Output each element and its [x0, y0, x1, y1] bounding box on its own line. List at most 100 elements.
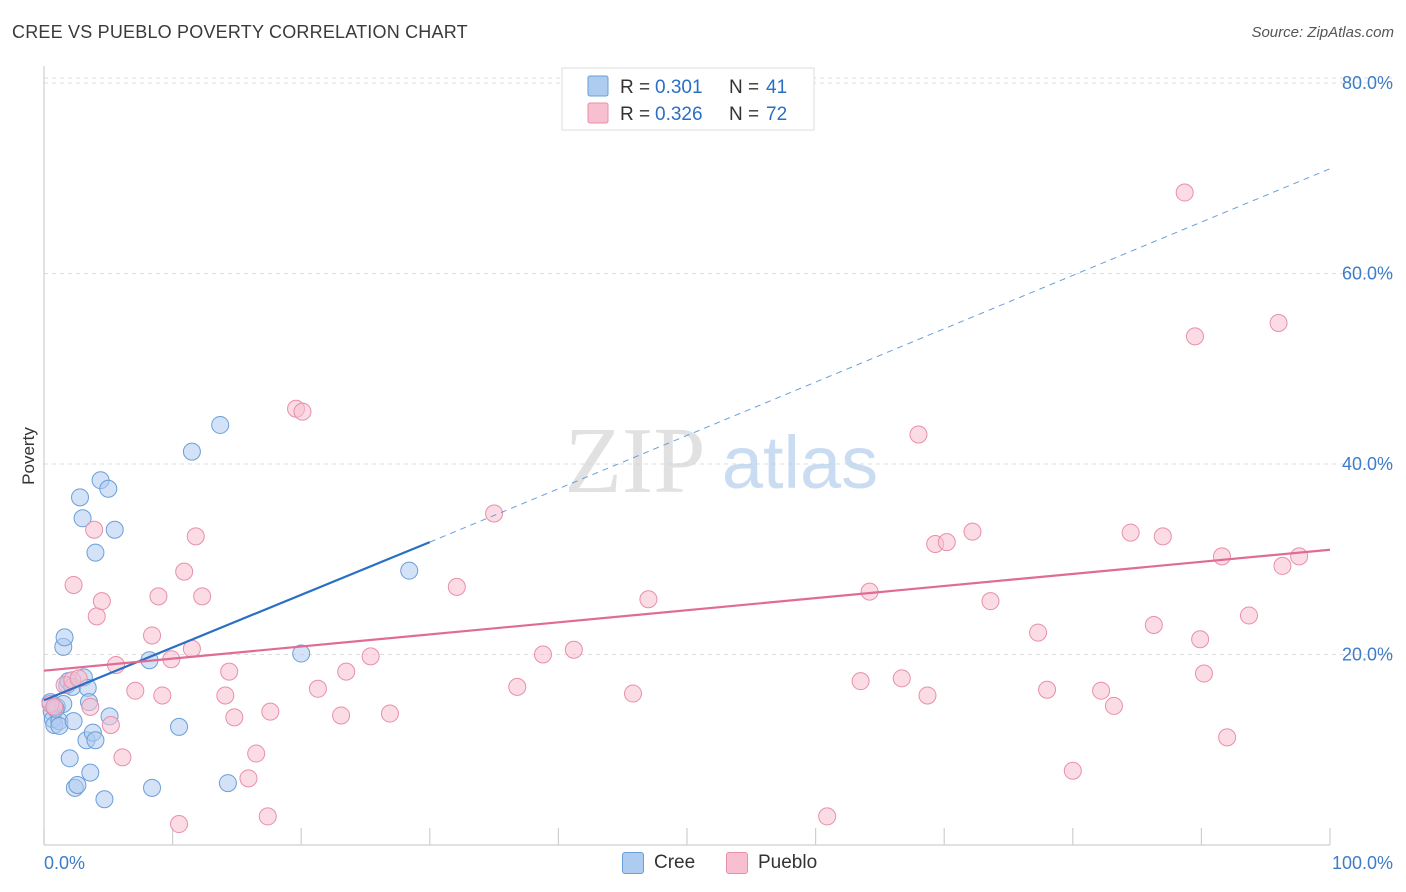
cree-point [218, 774, 237, 793]
legend-swatch-1 [587, 102, 609, 124]
pueblo-point [332, 706, 351, 725]
cree-point [292, 644, 311, 663]
cree-point [400, 561, 419, 580]
legend-n-label-1: N = [729, 104, 759, 125]
pueblo-point [1194, 664, 1213, 683]
cree-point [86, 731, 105, 750]
cree-point [81, 763, 100, 782]
pueblo-point [170, 815, 189, 834]
y-tick-label-20: 20.0% [1342, 645, 1393, 665]
y-tick-label-60: 60.0% [1342, 264, 1393, 284]
pueblo-point [1029, 623, 1048, 642]
cree-point [170, 717, 189, 736]
pueblo-point [1144, 615, 1163, 634]
pueblo-point [143, 626, 162, 645]
pueblo-point [1063, 761, 1082, 780]
legend-n-label-0: N = [729, 77, 759, 98]
pueblo-point [45, 697, 64, 716]
cree-point [95, 790, 114, 809]
pueblo-point [87, 607, 106, 626]
pueblo-point [1239, 606, 1258, 625]
pueblo-point [909, 425, 928, 444]
pueblo-point [220, 662, 239, 681]
pueblo-point [81, 697, 100, 716]
pueblo-point [981, 592, 1000, 611]
pueblo-point [225, 708, 244, 727]
pueblo-point [1121, 523, 1140, 542]
pueblo-point [239, 769, 258, 788]
cree-point [55, 628, 74, 647]
cree-point [99, 479, 118, 498]
cree-point [105, 520, 124, 539]
pueblo-point [92, 592, 111, 611]
legend-n-value-1: 72 [766, 104, 787, 125]
pueblo-point [258, 807, 277, 826]
pueblo-point [126, 681, 145, 700]
cree-point [73, 509, 92, 528]
cree-trend-extension [429, 168, 1331, 543]
pueblo-point [1092, 681, 1111, 700]
cree-point [143, 778, 162, 797]
pueblo-point [1191, 630, 1210, 649]
cree-point [71, 488, 90, 507]
cree-point [68, 775, 87, 794]
legend-r-label-1: R = [620, 104, 650, 125]
pueblo-point [216, 686, 235, 705]
pueblo-point [175, 562, 194, 581]
x-tick-label-100: 100.0% [1332, 853, 1393, 873]
pueblo-point [818, 807, 837, 826]
pueblo-point [186, 527, 205, 546]
pueblo-point [247, 744, 266, 763]
legend-label-cree: Cree [654, 852, 696, 873]
cree-point [60, 749, 79, 768]
pueblo-point [380, 704, 399, 723]
pueblo-point [64, 575, 83, 594]
pueblo-point [1185, 327, 1204, 346]
pueblo-point [149, 587, 168, 606]
pueblo-trend-line [43, 548, 1331, 672]
pueblo-point [937, 533, 956, 552]
pueblo-point [1175, 183, 1194, 202]
pueblo-point [447, 577, 466, 596]
legend-r-value-0: 0.301 [655, 77, 703, 98]
pueblo-point [308, 679, 327, 698]
pueblo-point [963, 522, 982, 541]
pueblo-point [85, 520, 104, 539]
legend: R = 0.301 N = 41 R = 0.326 N = 72 [561, 67, 815, 131]
pueblo-point [1153, 527, 1172, 546]
pueblo-point [1104, 696, 1123, 715]
pueblo-point [639, 590, 658, 609]
pueblo-point [153, 686, 172, 705]
pueblo-point [533, 645, 552, 664]
pueblo-point [293, 402, 312, 421]
watermark-atlas: atlas [722, 421, 878, 504]
watermark-zip: ZIP [565, 409, 706, 513]
grid-lines [44, 77, 1394, 655]
pueblo-point [337, 662, 356, 681]
pueblo-point [892, 669, 911, 688]
y-tick-labels: 20.0% 40.0% 60.0% 80.0% [1342, 73, 1393, 665]
pueblo-point [1038, 680, 1057, 699]
pueblo-point [1273, 556, 1292, 575]
y-tick-label-40: 40.0% [1342, 454, 1393, 474]
pueblo-point [1269, 314, 1288, 333]
legend-n-value-0: 41 [766, 77, 787, 98]
cree-trend-line [43, 541, 431, 702]
legend-swatch-0 [587, 75, 609, 97]
trend-lines [43, 168, 1331, 702]
pueblo-point [508, 677, 527, 696]
legend-label-pueblo: Pueblo [758, 852, 818, 873]
pueblo-point [485, 504, 504, 523]
cree-point [64, 712, 83, 731]
pueblo-point [918, 686, 937, 705]
legend-item-pueblo: Pueblo [726, 852, 817, 874]
pueblo-point [1218, 728, 1237, 747]
y-tick-label-80: 80.0% [1342, 73, 1393, 93]
pueblo-point [113, 748, 132, 767]
bottom-legend: Cree Pueblo [0, 852, 1406, 878]
legend-swatch-pueblo [726, 852, 748, 874]
pueblo-point [361, 647, 380, 666]
cree-point [211, 415, 230, 434]
pueblo-point [851, 672, 870, 691]
